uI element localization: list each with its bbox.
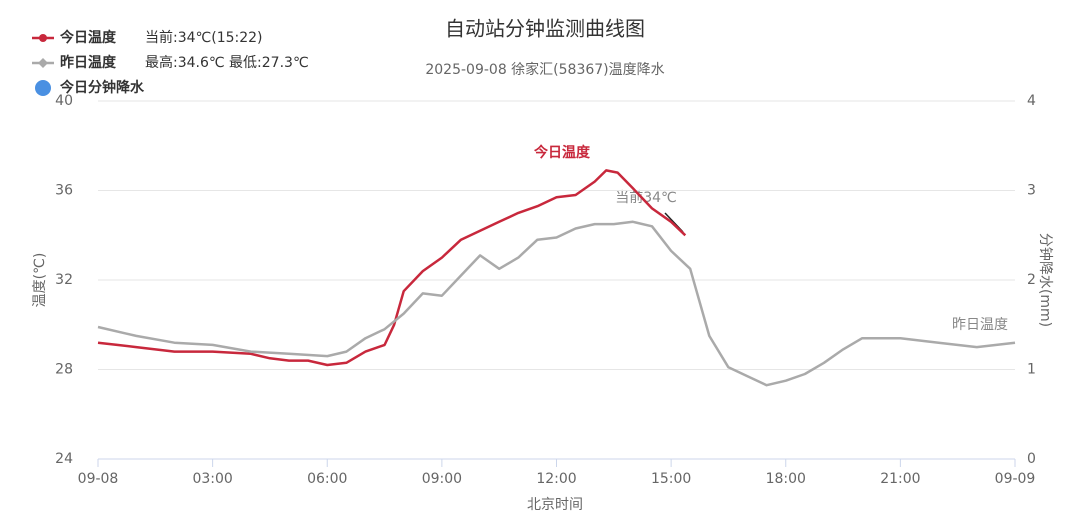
x-tick-label: 12:00 [536,471,576,487]
x-tick-label: 09-09 [995,471,1036,487]
y-tick-label: 40 [55,93,73,109]
x-tick-label: 03:00 [192,471,232,487]
y-tick-label: 24 [55,451,73,467]
y2-tick-label: 0 [1027,451,1036,467]
y-tick-label: 28 [55,362,73,378]
y-axis-label: 温度(℃) [32,253,48,308]
legend-note: 最高:34.6℃ 最低:27.3℃ [145,54,309,71]
y2-tick-label: 4 [1027,93,1036,109]
legend-marker [39,34,47,42]
annotation: 今日温度 [533,144,591,161]
chart-subtitle: 2025-09-08 徐家汇(58367)温度降水 [425,61,664,78]
series-line [97,220,1016,387]
legend-note: 当前:34℃(15:22) [145,29,263,46]
y-tick-label: 32 [55,272,73,288]
chart-title: 自动站分钟监测曲线图 [445,17,645,41]
y2-tick-label: 3 [1027,183,1036,199]
x-axis-label: 北京时间 [527,497,583,513]
x-tick-label: 09:00 [422,471,462,487]
x-tick-label: 06:00 [307,471,347,487]
x-tick-label: 18:00 [766,471,806,487]
y2-axis-label: 分钟降水(mm) [1037,233,1054,327]
legend-label: 今日温度 [59,29,117,46]
legend-label: 今日分钟降水 [59,79,145,96]
y2-tick-label: 2 [1027,272,1036,288]
annotation: 当前34℃ [615,189,677,206]
x-tick-label: 21:00 [880,471,920,487]
legend-label: 昨日温度 [60,54,117,71]
legend-marker [35,80,51,96]
series-line [97,169,687,367]
legend-marker [38,58,48,68]
y-tick-label: 36 [55,183,73,199]
y2-tick-label: 1 [1027,362,1036,378]
x-tick-label: 15:00 [651,471,691,487]
x-tick-label: 09-08 [78,471,119,487]
annotation: 昨日温度 [952,317,1008,333]
